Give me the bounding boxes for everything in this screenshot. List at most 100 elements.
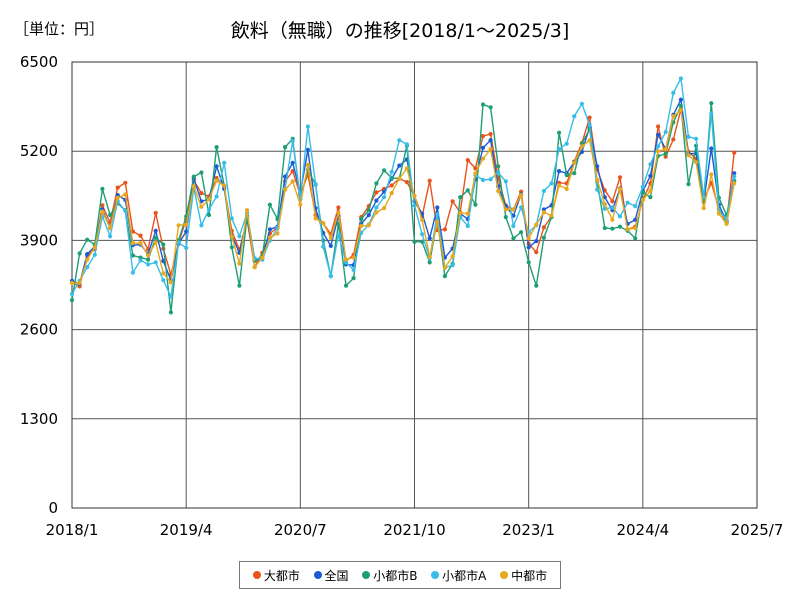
series-point [366,212,371,218]
series-point [610,226,615,231]
series-point [374,210,379,215]
legend-item: 小都市B [362,567,417,584]
series-point [389,183,394,188]
series-point [519,205,524,210]
series-point [572,160,577,165]
series-point [633,225,638,231]
series-point [92,245,97,250]
series-point [534,283,539,288]
x-tick-label: 2021/10 [383,521,445,539]
unit-label: ［単位：円］ [14,20,105,38]
series-point [351,276,356,281]
series-point [557,169,562,174]
legend-label: 大都市 [263,568,300,583]
series-point [313,216,318,221]
series-point [602,201,607,207]
series-point [450,199,455,204]
series-point [488,138,493,143]
series-point [709,146,714,151]
series-point [435,205,440,210]
series-point [511,223,516,229]
legend-item: 大都市 [252,567,300,584]
series-point [191,174,196,179]
series-point [465,158,470,163]
series-point [633,204,638,209]
series-point [640,184,645,189]
series-line [71,103,735,313]
series-point [115,195,120,200]
series-point [130,241,135,246]
series-point [701,206,706,211]
series-point [366,223,371,228]
series-point [283,145,288,150]
series-point [123,180,128,185]
series-point [442,265,447,270]
series-point [290,160,295,165]
series-point [374,205,379,210]
y-tick-label: 6500 [20,53,58,71]
series-point [564,141,569,146]
series-point [85,265,90,270]
series-point [100,186,105,191]
series-point [108,234,113,239]
series-point [191,184,196,189]
series-point [442,227,447,232]
y-tick-label: 0 [48,499,58,517]
series-point [146,262,151,267]
series-point [237,283,242,288]
series-point [534,239,539,244]
series-point [480,145,486,150]
series-point [541,225,547,230]
legend-marker [500,571,509,579]
series-point [519,230,524,235]
series-point [343,257,349,262]
series-point [260,255,265,260]
series-point [480,134,486,139]
series-point [663,129,668,135]
series-point [617,224,623,229]
series-point [305,124,310,129]
series-point [412,239,417,244]
series-point [579,101,585,106]
series-point [595,164,600,169]
series-point [480,177,486,183]
series-point [564,186,569,191]
series-point [161,271,166,276]
series-point [587,115,592,120]
series-point [587,123,592,128]
series-point [427,254,432,259]
series-point [146,257,151,262]
series-point [77,280,82,285]
series-point [313,182,318,187]
series-point [146,253,151,258]
series-point [267,227,272,232]
series-point [732,181,737,186]
series-point [572,171,577,176]
series-point [290,179,295,184]
series-point [732,171,737,176]
series-point [382,195,387,200]
series-point [321,244,326,249]
series-point [648,195,653,200]
series-point [488,177,493,182]
series-point [100,209,105,214]
series-point [206,197,212,202]
series-point [450,263,455,268]
series-point [473,166,478,171]
series-point [503,207,508,212]
series-point [663,151,668,156]
series-point [176,223,181,228]
series-point [617,186,623,191]
legend-marker [313,571,322,579]
series-point [374,198,379,203]
series-point [130,270,135,275]
series-point [610,205,615,210]
series-point [290,169,295,174]
series-point [222,183,227,188]
chart-title: 飲料（無職）の推移[2018/1～2025/3] [230,20,570,42]
series-point [199,170,204,175]
series-point [496,188,501,194]
legend-label: 小都市B [373,568,418,583]
series-point [671,137,676,142]
series-point [442,274,447,279]
